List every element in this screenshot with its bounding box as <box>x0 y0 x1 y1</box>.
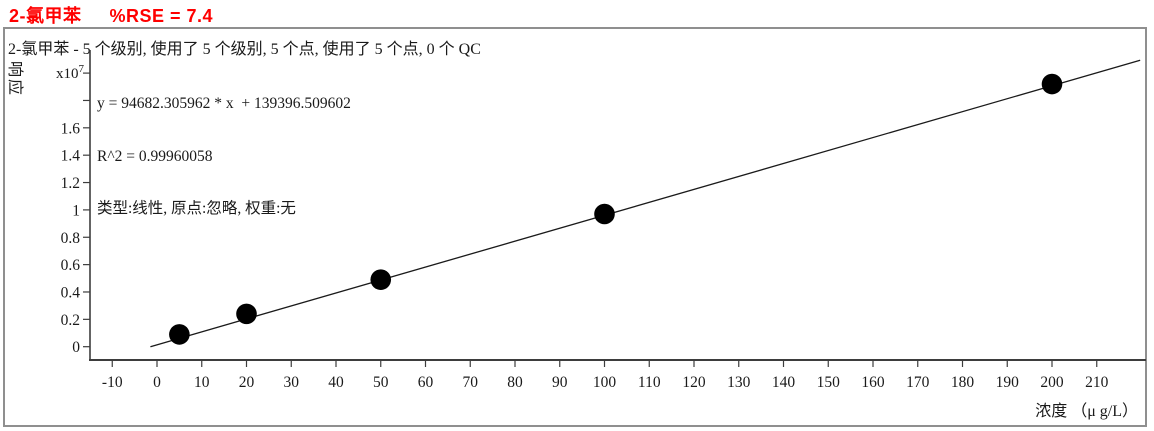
x-tick-label: 110 <box>638 374 661 391</box>
x-tick-label: 130 <box>727 374 751 391</box>
x-tick-label: 20 <box>239 374 255 391</box>
x-tick-label: 10 <box>194 374 210 391</box>
x-tick-label: 80 <box>507 374 523 391</box>
y-tick-label: 0.2 <box>61 312 80 329</box>
x-tick-label: 180 <box>951 374 975 391</box>
y-tick-label: 0.4 <box>61 284 81 301</box>
fit-r2-line: R^2 = 0.99960058 <box>97 147 213 165</box>
x-tick-label: 30 <box>284 374 300 391</box>
curve-summary-text: 2-氯甲苯 - 5 个级别, 使用了 5 个级别, 5 个点, 使用了 5 个点… <box>8 41 481 58</box>
y-scale-base: x10 <box>56 66 79 82</box>
x-tick-label: 170 <box>906 374 930 391</box>
x-tick-label: 50 <box>373 374 389 391</box>
x-tick-label: 40 <box>328 374 344 391</box>
x-tick-label: 70 <box>463 374 479 391</box>
y-tick-label: 1.6 <box>61 120 81 137</box>
x-tick-label: 100 <box>593 374 617 391</box>
compound-title: 2-氯甲苯 %RSE = 7.4 <box>9 2 213 28</box>
x-tick-label: 120 <box>682 374 706 391</box>
calibration-point-20[interactable] <box>236 303 257 325</box>
regression-line <box>150 59 1141 348</box>
x-tick-label: 160 <box>861 374 885 391</box>
calibration-point-100[interactable] <box>594 203 615 225</box>
x-tick-label: 200 <box>1040 374 1064 391</box>
x-tick-label: 140 <box>772 374 796 391</box>
x-tick-label: 0 <box>153 374 161 391</box>
y-tick-label: 1.2 <box>61 175 80 192</box>
x-tick-label: -10 <box>102 374 123 391</box>
y-scale-exponent: 7 <box>78 63 85 75</box>
compound-name: 2-氯甲苯 <box>9 6 82 26</box>
fit-equation-line: y = 94682.305962 * x + 139396.509602 <box>97 95 351 112</box>
y-tick-label: 1.4 <box>61 148 81 165</box>
calibration-point-50[interactable] <box>370 269 392 290</box>
rse-value: %RSE = 7.4 <box>109 6 214 26</box>
fit-type-line: 类型:线性, 原点:忽略, 权重:无 <box>97 200 296 217</box>
fit-equation-block: y = 94682.305962 * x + 139396.509602 R^2… <box>97 60 351 253</box>
calibration-point-5[interactable] <box>169 324 190 345</box>
x-tick-label: 90 <box>552 374 568 391</box>
x-axis-title: 浓度 （μ g/L） <box>1035 403 1138 420</box>
y-tick-label: 0 <box>72 339 80 356</box>
x-tick-label: 150 <box>817 374 841 391</box>
y-axis-scale-label: x107 <box>38 63 84 83</box>
calibration-point-200[interactable] <box>1041 73 1063 95</box>
y-tick-label: 0.8 <box>61 230 81 247</box>
x-tick-label: 60 <box>418 374 434 391</box>
y-tick-label: 0.6 <box>61 257 81 274</box>
x-tick-label: 190 <box>996 374 1020 391</box>
x-tick-label: 210 <box>1085 374 1109 391</box>
y-tick-label: 1 <box>72 202 80 219</box>
